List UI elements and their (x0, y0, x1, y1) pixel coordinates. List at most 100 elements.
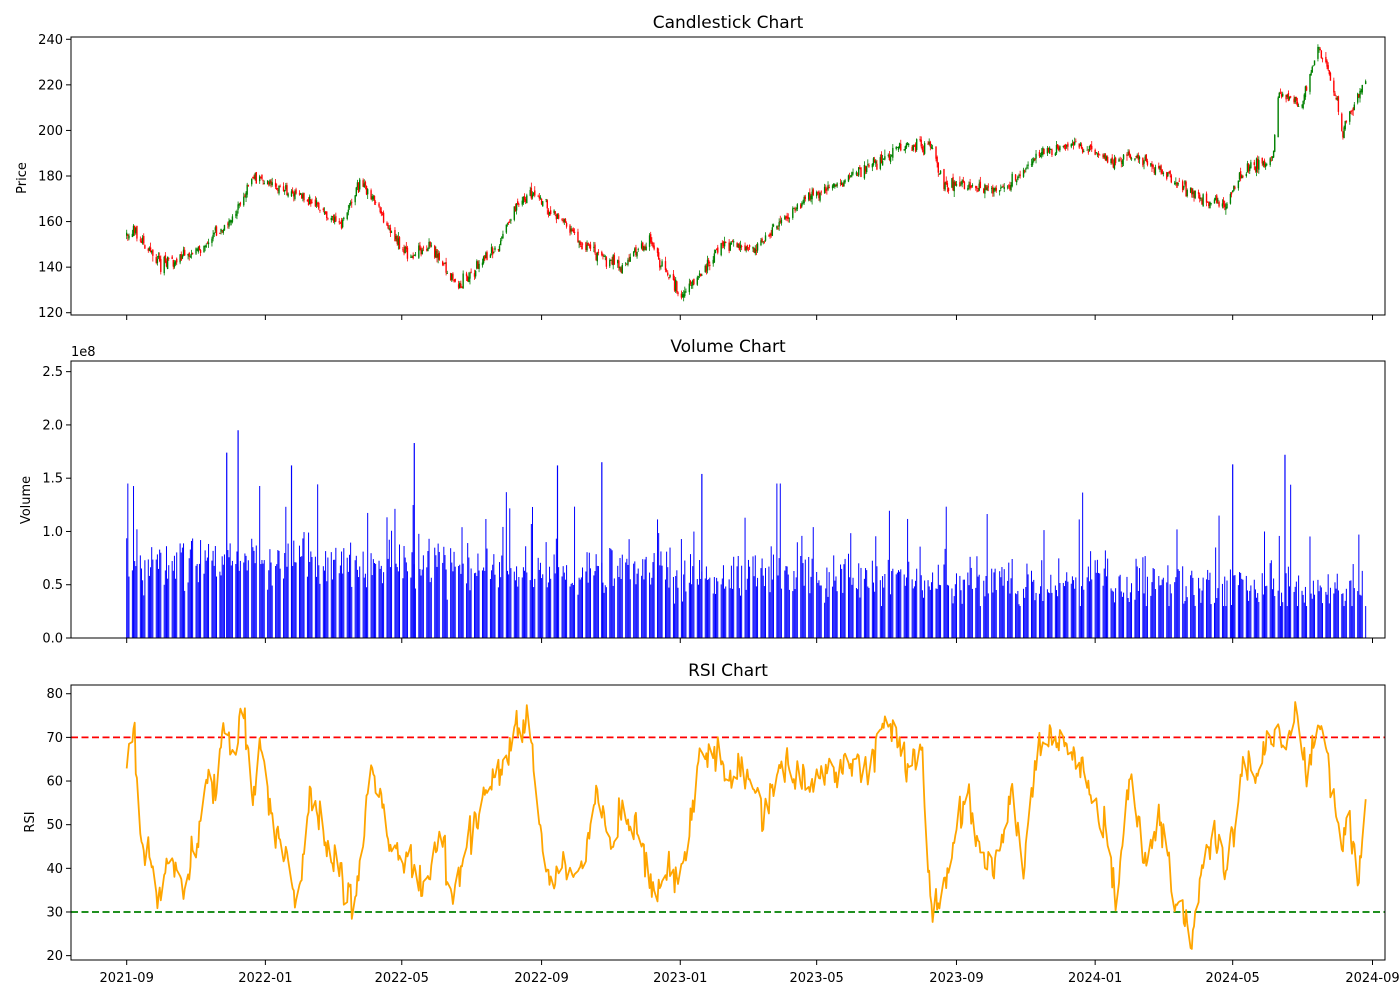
volume-bar (865, 568, 867, 638)
candle-body (811, 191, 813, 200)
volume-bar (276, 564, 278, 638)
volume-bar (1182, 566, 1184, 638)
volume-bar (1209, 572, 1211, 638)
volume-bar (550, 578, 552, 638)
candle-body (1350, 110, 1352, 112)
volume-bar (516, 566, 518, 638)
candle-body (1263, 160, 1266, 167)
candle-body (992, 186, 994, 194)
volume-bar (651, 577, 653, 638)
volume-bar (255, 545, 257, 638)
candle-body (668, 277, 670, 279)
volume-bar (300, 556, 302, 638)
candle-body (459, 283, 461, 289)
candle-body (1193, 190, 1195, 198)
candle-body (419, 245, 421, 251)
candle-body (426, 249, 428, 251)
candle-body (1317, 46, 1319, 59)
candle-body (253, 176, 255, 179)
candle-body (354, 195, 356, 203)
volume-bar (525, 546, 527, 638)
volume-bar (317, 484, 319, 638)
volume-bar (967, 572, 969, 638)
candle-body (1285, 95, 1287, 100)
y-tick-label: 20 (46, 949, 63, 964)
candle-body (1349, 111, 1351, 122)
candle-body (736, 243, 738, 248)
volume-bar (683, 574, 685, 638)
volume-bar (1264, 531, 1266, 638)
volume-bar (794, 589, 796, 638)
volume-bar (1011, 558, 1013, 638)
candle-body (1048, 147, 1051, 154)
volume-bar (167, 578, 169, 638)
volume-bar (757, 577, 759, 638)
volume-bar (411, 552, 413, 638)
candle-body (602, 254, 604, 257)
volume-bar (364, 573, 366, 638)
volume-bar (776, 483, 778, 638)
candle-body (1194, 190, 1196, 199)
candle-body (1160, 165, 1162, 171)
candle-body (984, 184, 986, 194)
volume-bar (1345, 588, 1347, 638)
volume-bar (641, 575, 643, 638)
volume-bar (1312, 580, 1314, 638)
volume-bar (497, 587, 499, 638)
candle-body (1281, 93, 1284, 97)
candle-body (1166, 172, 1168, 179)
volume-bar (395, 563, 397, 638)
volume-bar (1073, 580, 1075, 638)
candle-body (1202, 194, 1204, 207)
volume-bar (327, 557, 329, 638)
candle-body (621, 265, 623, 274)
volume-bar-peak (1284, 454, 1286, 638)
volume-bar (642, 559, 644, 638)
volume-bar (895, 574, 897, 638)
volume-bar (1192, 577, 1194, 638)
candle-body (163, 256, 165, 274)
candle-body (648, 235, 651, 247)
candle-body (518, 204, 520, 206)
candle-body (1272, 150, 1275, 158)
volume-bar (570, 583, 572, 638)
volume-bar (649, 572, 651, 638)
candle-body (650, 234, 652, 242)
candle-body (230, 220, 232, 223)
volume-bar (890, 594, 892, 638)
volume-bar (558, 567, 560, 638)
candle-body (435, 250, 437, 258)
volume-bar (1048, 592, 1050, 638)
candle-body (314, 199, 317, 207)
candle-body (642, 242, 644, 251)
volume-bar (836, 591, 838, 638)
volume-bar (1066, 572, 1068, 638)
candle-body (1027, 164, 1029, 166)
candle-body (640, 243, 643, 249)
candle-body (484, 255, 486, 260)
x-tick-label: 2024-05 (1206, 971, 1260, 986)
candle-body (318, 202, 320, 209)
candle-body (706, 259, 709, 271)
volume-bar (1023, 588, 1025, 638)
volume-bar (955, 573, 957, 638)
candle-body (198, 245, 201, 251)
volume-bar (788, 589, 790, 638)
candle-body (197, 246, 200, 252)
volume-bar (346, 557, 348, 638)
volume-bar (1120, 591, 1122, 638)
candle-body (904, 146, 907, 151)
candle-body (554, 211, 556, 214)
volume-bar (176, 552, 178, 638)
volume-bar (1277, 590, 1279, 638)
volume-bar (1032, 581, 1034, 638)
volume-bar (995, 589, 997, 638)
candle-body (961, 180, 963, 185)
candle-body (785, 216, 787, 219)
candle-body (634, 248, 636, 253)
candle-body (529, 189, 531, 196)
volume-bar (470, 568, 472, 638)
candle-body (1042, 147, 1044, 155)
volume-bar (1138, 568, 1140, 638)
